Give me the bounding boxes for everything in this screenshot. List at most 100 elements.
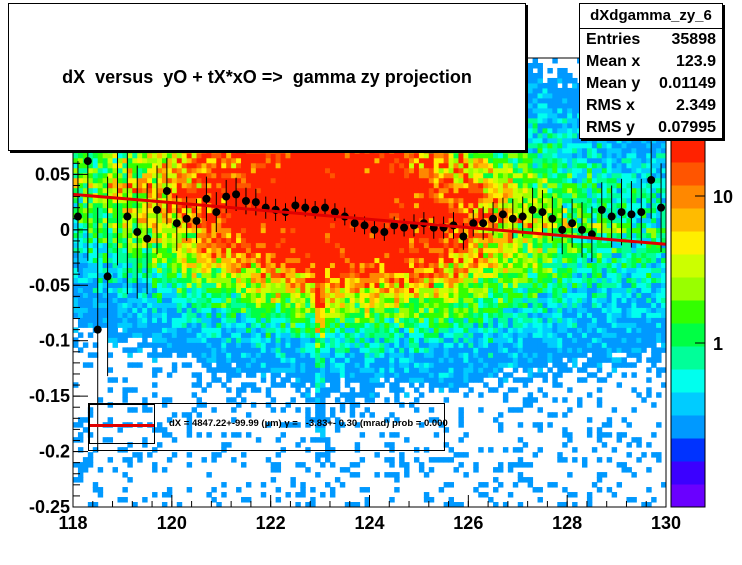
heatmap-cell — [334, 347, 341, 353]
heatmap-cell — [171, 322, 178, 328]
heatmap-cell — [73, 292, 79, 298]
heatmap-cell — [226, 352, 232, 358]
heatmap-cell — [191, 347, 198, 353]
heatmap-cell — [364, 207, 370, 214]
heatmap-cell — [364, 187, 370, 194]
heatmap-cell — [112, 207, 118, 214]
heatmap-cell — [127, 217, 133, 224]
heatmap-cell — [186, 277, 193, 283]
heatmap-cell — [245, 237, 252, 244]
heatmap-cell — [206, 227, 212, 234]
heatmap-cell — [399, 192, 405, 199]
heatmap-cell — [379, 297, 385, 303]
heatmap-cell — [404, 192, 410, 199]
heatmap-cell — [221, 197, 227, 204]
heatmap-cell — [117, 192, 123, 199]
heatmap-cell — [250, 162, 257, 169]
heatmap-cell — [364, 277, 370, 283]
heatmap-cell — [92, 217, 99, 224]
heatmap-cell — [300, 152, 306, 159]
heatmap-cell — [196, 342, 202, 348]
heatmap-cell — [112, 297, 118, 303]
heatmap-cell — [409, 212, 415, 219]
heatmap-cell — [176, 257, 183, 264]
heatmap-cell — [305, 362, 311, 368]
heatmap-cell — [423, 207, 430, 214]
heatmap-cell — [245, 307, 252, 313]
heatmap-cell — [270, 467, 277, 473]
heatmap-cell — [389, 282, 395, 288]
heatmap-cell — [325, 367, 331, 373]
heatmap-cell — [250, 347, 257, 353]
heatmap-cell — [255, 252, 262, 259]
heatmap-cell — [369, 252, 375, 259]
heatmap-cell — [245, 247, 252, 254]
heatmap-cell — [374, 297, 380, 303]
heatmap-cell — [428, 387, 435, 393]
heatmap-cell — [211, 267, 217, 274]
heatmap-cell — [206, 357, 212, 363]
heatmap-cell — [334, 287, 341, 293]
heatmap-cell — [181, 277, 188, 283]
heatmap-cell — [389, 442, 395, 448]
heatmap-cell — [191, 272, 198, 279]
heatmap-cell — [236, 257, 242, 264]
heatmap-cell — [409, 227, 415, 234]
heatmap-cell — [82, 277, 89, 283]
heatmap-cell — [236, 302, 242, 308]
heatmap-cell — [285, 332, 291, 338]
heatmap-cell — [260, 212, 267, 219]
heatmap-cell — [171, 237, 178, 244]
heatmap-cell — [152, 287, 158, 293]
heatmap-cell — [92, 257, 99, 264]
heatmap-cell — [142, 182, 148, 189]
heatmap-cell — [265, 292, 272, 298]
heatmap-cell — [117, 307, 123, 313]
heatmap-cell — [359, 252, 366, 259]
heatmap-cell — [369, 372, 375, 378]
heatmap-cell — [305, 397, 311, 403]
heatmap-cell — [77, 472, 84, 478]
heatmap-cell — [359, 342, 366, 348]
heatmap-cell — [300, 232, 306, 239]
heatmap-cell — [191, 322, 198, 328]
heatmap-cell — [181, 157, 188, 164]
heatmap-cell — [275, 277, 282, 283]
heatmap-cell — [255, 367, 262, 373]
heatmap-cell — [211, 372, 217, 378]
heatmap-cell — [374, 312, 380, 318]
heatmap-cell — [122, 312, 128, 318]
heatmap-cell — [166, 302, 173, 308]
heatmap-cell — [265, 337, 272, 343]
heatmap-cell — [191, 192, 198, 199]
heatmap-cell — [359, 327, 366, 333]
heatmap-cell — [166, 287, 173, 293]
heatmap-cell — [418, 342, 425, 348]
heatmap-cell — [221, 237, 227, 244]
heatmap-cell — [196, 322, 202, 328]
heatmap-cell — [97, 312, 104, 318]
heatmap-cell — [300, 362, 306, 368]
heatmap-cell — [236, 212, 242, 219]
heatmap-cell — [245, 187, 252, 194]
heatmap-cell — [428, 157, 435, 164]
heatmap-cell — [280, 317, 286, 323]
heatmap-cell — [255, 267, 262, 274]
heatmap-cell — [231, 172, 237, 179]
heatmap-cell — [73, 297, 79, 303]
heatmap-cell — [122, 157, 128, 164]
heatmap-cell — [82, 267, 89, 274]
heatmap-cell — [260, 262, 267, 269]
heatmap-cell — [255, 352, 262, 358]
heatmap-cell — [409, 282, 415, 288]
heatmap-cell — [245, 162, 252, 169]
heatmap-cell — [196, 272, 202, 279]
heatmap-cell — [394, 277, 400, 283]
heatmap-cell — [290, 347, 296, 353]
heatmap-cell — [206, 267, 212, 274]
heatmap-cell — [147, 207, 153, 214]
heatmap-cell — [384, 277, 390, 283]
heatmap-cell — [250, 282, 257, 288]
heatmap-cell — [295, 317, 301, 323]
heatmap-cell — [157, 422, 163, 428]
